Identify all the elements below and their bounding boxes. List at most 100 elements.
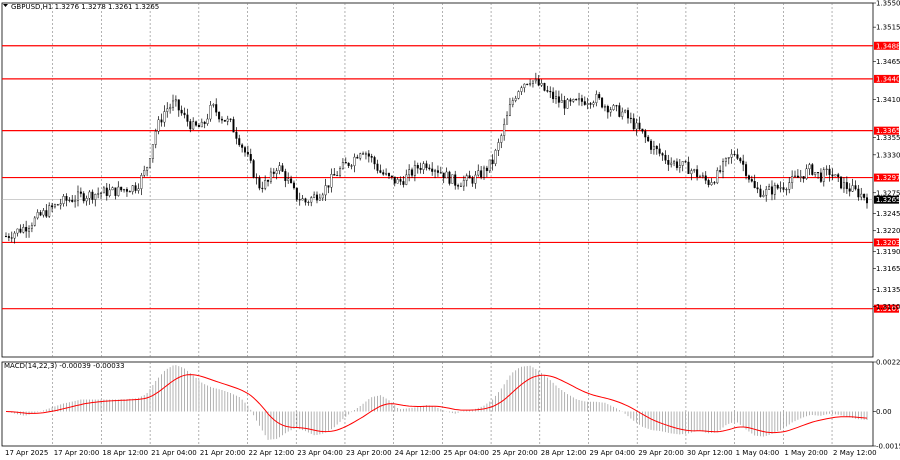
candle-body [39, 212, 42, 216]
candle-body [390, 175, 393, 178]
candle-body [232, 119, 235, 133]
candle-body [189, 121, 192, 130]
candle-body [701, 175, 704, 177]
candle-body [716, 170, 719, 184]
x-tick-label: 21 Apr 20:00 [200, 449, 246, 457]
price-level-tag [874, 173, 899, 182]
candle-body [203, 121, 206, 124]
candle-body [298, 199, 301, 201]
candle-body [428, 167, 431, 170]
y-tick-label: 1.3220 [876, 227, 900, 235]
candle-body [845, 182, 848, 189]
candle-body [76, 191, 79, 201]
candle-body [102, 187, 105, 194]
candle-body [480, 170, 483, 178]
macd-panel-frame [1, 361, 874, 447]
candle-body [779, 187, 782, 189]
candle-body [56, 204, 59, 206]
candle-body [71, 199, 74, 202]
candle-body [148, 158, 151, 168]
candle-body [644, 131, 647, 138]
candle-body [667, 160, 670, 165]
candle-body [226, 118, 229, 122]
candle-body [327, 185, 330, 188]
dropdown-triangle-icon[interactable] [3, 4, 8, 7]
candle-body [19, 228, 22, 233]
y-tick-label: 1.3410 [876, 96, 900, 104]
candle-body [733, 153, 736, 155]
x-tick-label: 17 Apr 2025 [5, 449, 48, 457]
candle-body [670, 162, 673, 165]
candle-body [30, 225, 33, 229]
candle-body [350, 165, 353, 167]
candle-body [295, 187, 298, 200]
candle-body [465, 175, 468, 181]
candle-body [25, 227, 28, 232]
candle-body [589, 103, 592, 105]
candle-body [736, 154, 739, 159]
candle-body [62, 196, 65, 204]
candle-body [183, 112, 186, 116]
x-tick-label: 21 Apr 04:00 [151, 449, 197, 457]
candle-body [324, 185, 327, 196]
candle-body [626, 110, 629, 119]
macd-y-tick-label: 0.00227 [876, 359, 900, 367]
candle-layer [4, 72, 869, 244]
candle-body [794, 175, 797, 177]
candle-body [770, 186, 773, 195]
candle-body [500, 135, 503, 143]
candle-body [652, 145, 655, 150]
candle-body [788, 182, 791, 190]
macd-y-tick-label: 0.00 [876, 408, 892, 416]
candle-body [212, 104, 215, 106]
candle-body [195, 121, 198, 126]
candle-body [468, 175, 471, 179]
candle-body [393, 176, 396, 184]
candle-body [376, 163, 379, 171]
candle-body [854, 185, 857, 190]
candle-body [218, 112, 221, 120]
x-tick-label: 22 Apr 12:00 [249, 449, 295, 457]
candle-body [74, 200, 77, 202]
candle-body [678, 165, 681, 168]
candle-body [517, 91, 520, 99]
candle-body [275, 170, 278, 174]
candle-body [799, 176, 802, 178]
candle-body [36, 212, 39, 219]
candle-body [638, 122, 641, 130]
candle-body [16, 228, 19, 234]
candle-body [399, 179, 402, 182]
candle-body [560, 100, 563, 103]
candle-body [866, 197, 869, 204]
candle-body [140, 175, 143, 189]
candle-body [445, 171, 448, 179]
price-level-tag [874, 304, 899, 313]
candle-body [785, 189, 788, 191]
candle-body [615, 105, 618, 107]
candle-body [477, 170, 480, 176]
candle-body [462, 180, 465, 187]
candle-body [180, 109, 183, 114]
candle-body [411, 169, 414, 176]
price-level-label: 1.3107 [876, 305, 900, 313]
candle-body [704, 175, 707, 181]
macd-header: MACD(14,22,3) -0.00039 -0.00033 [4, 362, 125, 370]
candle-body [583, 101, 586, 105]
y-tick-label: 1.3275 [876, 189, 900, 197]
y-tick-label: 1.3110 [876, 303, 900, 311]
candle-body [601, 97, 604, 108]
candle-body [782, 187, 785, 190]
candle-body [364, 153, 367, 155]
candle-body [246, 152, 249, 155]
candle-body [238, 138, 241, 146]
candle-body [647, 136, 650, 142]
candle-body [373, 157, 376, 165]
candle-body [33, 217, 36, 226]
grid-layer [1, 2, 874, 447]
candle-body [304, 198, 307, 203]
x-tick-label: 23 Apr 04:00 [297, 449, 343, 457]
price-level-tag [874, 41, 899, 50]
candle-body [595, 94, 598, 103]
candle-body [817, 172, 820, 174]
